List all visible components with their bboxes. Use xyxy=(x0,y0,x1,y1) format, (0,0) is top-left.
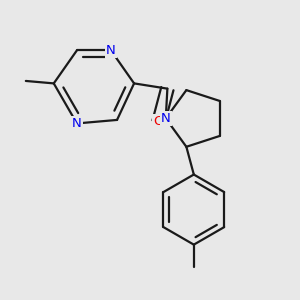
Text: N: N xyxy=(72,117,82,130)
Text: O: O xyxy=(153,116,164,128)
Text: N: N xyxy=(161,112,171,125)
Text: N: N xyxy=(106,44,116,57)
